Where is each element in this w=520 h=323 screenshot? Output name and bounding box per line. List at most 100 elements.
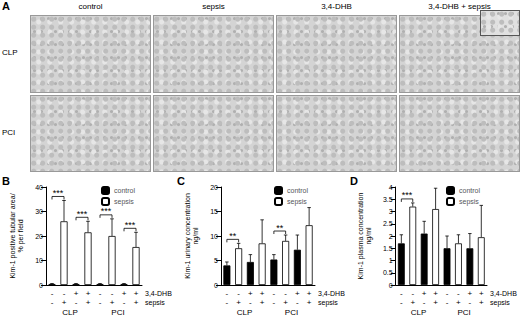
svg-text:***: *** — [125, 220, 136, 230]
svg-text:-: - — [226, 289, 229, 298]
svg-text:-: - — [446, 289, 449, 298]
svg-text:-: - — [273, 298, 276, 307]
svg-text:Kim-1 plasma concentration: Kim-1 plasma concentration — [357, 193, 365, 280]
svg-text:20: 20 — [35, 233, 43, 240]
svg-text:-: - — [249, 298, 252, 307]
svg-text:-: - — [51, 298, 54, 307]
svg-text:sepsis: sepsis — [490, 299, 510, 307]
svg-text:+: + — [283, 298, 288, 307]
svg-text:sepsis: sepsis — [114, 198, 134, 206]
svg-text:+: + — [433, 289, 438, 298]
svg-text:-: - — [400, 289, 403, 298]
svg-text:+: + — [307, 298, 312, 307]
svg-text:+: + — [134, 298, 139, 307]
svg-text:***: *** — [77, 209, 88, 219]
svg-text:CLP: CLP — [237, 308, 253, 317]
svg-text:ng/ml: ng/ml — [365, 227, 373, 245]
svg-text:control: control — [459, 187, 480, 194]
svg-text:+: + — [74, 289, 79, 298]
svg-text:+: + — [62, 298, 67, 307]
svg-text:-: - — [469, 298, 472, 307]
svg-text:**: ** — [229, 231, 237, 241]
svg-text:-: - — [226, 298, 229, 307]
svg-text:***: *** — [53, 188, 64, 198]
svg-text:0: 0 — [214, 282, 218, 289]
svg-text:3: 3 — [389, 208, 393, 215]
svg-text:-: - — [411, 289, 414, 298]
svg-text:-: - — [237, 289, 240, 298]
svg-text:4: 4 — [389, 184, 393, 191]
svg-text:3,4-DHB: 3,4-DHB — [318, 290, 345, 297]
svg-text:3,4-DHB: 3,4-DHB — [490, 290, 517, 297]
svg-text:-: - — [446, 298, 449, 307]
svg-text:1: 1 — [389, 257, 393, 264]
svg-text:40: 40 — [35, 184, 43, 191]
svg-text:-: - — [123, 298, 126, 307]
svg-text:+: + — [248, 289, 253, 298]
svg-text:C: C — [177, 175, 185, 187]
svg-text:+: + — [479, 298, 484, 307]
svg-text:+: + — [110, 298, 115, 307]
svg-text:+: + — [86, 289, 91, 298]
svg-text:-: - — [423, 298, 426, 307]
svg-text:-: - — [99, 289, 102, 298]
svg-text:***: *** — [101, 206, 112, 216]
svg-text:CLP: CLP — [411, 308, 427, 317]
svg-text:10: 10 — [210, 233, 218, 240]
svg-text:+: + — [468, 289, 473, 298]
svg-text:D: D — [350, 175, 358, 187]
svg-text:Kim-1 positive tubular area/: Kim-1 positive tubular area/ — [9, 193, 17, 278]
svg-text:2.5: 2.5 — [383, 220, 393, 227]
svg-text:sepsis: sepsis — [287, 198, 307, 206]
svg-text:+: + — [236, 298, 241, 307]
svg-text:-: - — [273, 289, 276, 298]
svg-text:+: + — [456, 298, 461, 307]
svg-text:Kim-1 urinary concentration: Kim-1 urinary concentration — [184, 193, 192, 279]
svg-text:15: 15 — [210, 208, 218, 215]
svg-text:B: B — [2, 175, 10, 187]
svg-text:% per field: % per field — [17, 219, 25, 252]
svg-text:0: 0 — [389, 282, 393, 289]
svg-text:0.5: 0.5 — [383, 269, 393, 276]
svg-text:control: control — [287, 187, 308, 194]
svg-text:+: + — [86, 298, 91, 307]
svg-text:+: + — [260, 289, 265, 298]
svg-text:CLP: CLP — [62, 308, 78, 317]
svg-text:***: *** — [402, 190, 413, 200]
svg-text:-: - — [457, 289, 460, 298]
svg-text:1.5: 1.5 — [383, 245, 393, 252]
svg-text:+: + — [260, 298, 265, 307]
svg-text:+: + — [122, 289, 127, 298]
svg-text:sepsis: sepsis — [145, 299, 165, 307]
svg-text:3,4-DHB: 3,4-DHB — [145, 290, 172, 297]
svg-text:+: + — [307, 289, 312, 298]
svg-text:-: - — [111, 289, 114, 298]
svg-text:sepsis: sepsis — [459, 198, 479, 206]
svg-text:3.5: 3.5 — [383, 196, 393, 203]
svg-text:+: + — [479, 289, 484, 298]
svg-text:**: ** — [276, 223, 284, 233]
svg-text:+: + — [410, 298, 415, 307]
svg-text:control: control — [114, 187, 135, 194]
svg-text:+: + — [422, 289, 427, 298]
svg-text:-: - — [63, 289, 66, 298]
svg-text:20: 20 — [210, 184, 218, 191]
svg-text:0: 0 — [39, 282, 43, 289]
svg-text:5: 5 — [214, 257, 218, 264]
svg-text:+: + — [295, 289, 300, 298]
svg-text:PCI: PCI — [457, 308, 470, 317]
svg-text:2: 2 — [389, 233, 393, 240]
svg-text:+: + — [134, 289, 139, 298]
svg-text:PCI: PCI — [285, 308, 298, 317]
svg-text:-: - — [296, 298, 299, 307]
svg-text:-: - — [75, 298, 78, 307]
svg-text:-: - — [400, 298, 403, 307]
svg-text:10: 10 — [35, 257, 43, 264]
svg-text:+: + — [433, 298, 438, 307]
svg-text:-: - — [284, 289, 287, 298]
svg-text:-: - — [99, 298, 102, 307]
svg-text:30: 30 — [35, 208, 43, 215]
svg-text:PCI: PCI — [111, 308, 124, 317]
svg-text:-: - — [51, 289, 54, 298]
svg-text:sepsis: sepsis — [318, 299, 338, 307]
